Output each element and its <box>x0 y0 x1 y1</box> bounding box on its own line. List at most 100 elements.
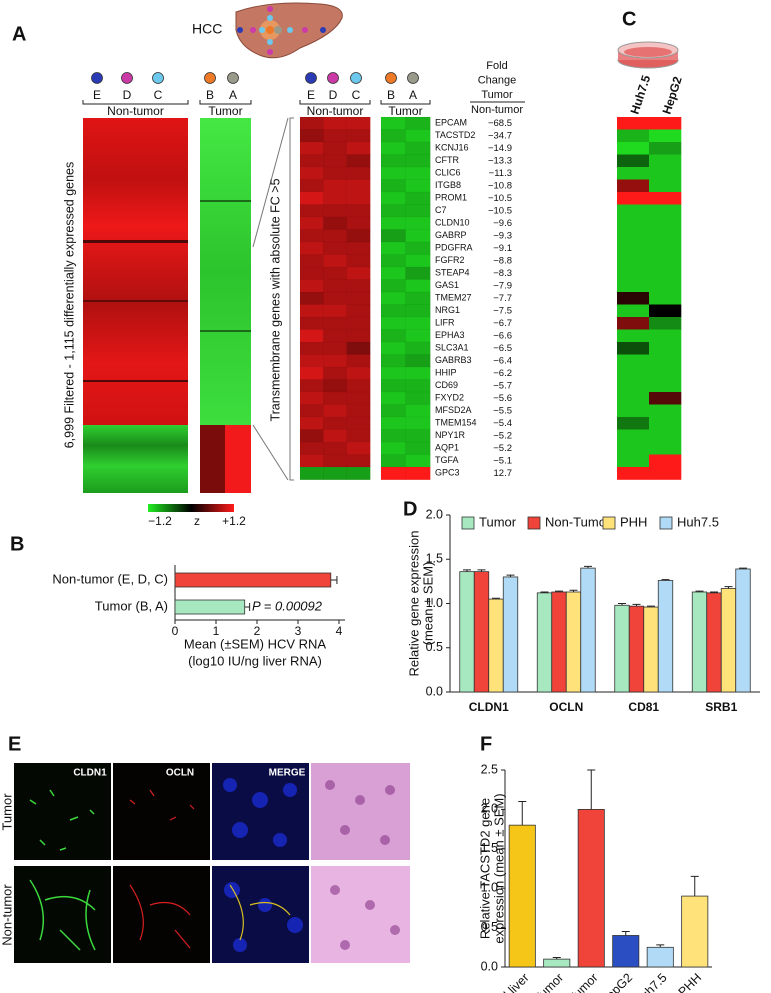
fold-change: −7.5 <box>493 305 512 316</box>
heatmap-cell <box>346 191 371 205</box>
heatmap-cell <box>380 329 406 343</box>
heatmap-cell <box>405 229 431 243</box>
heatmap-cell <box>346 291 371 305</box>
heatmap-cell <box>649 254 682 268</box>
x-tick-label: 3 <box>295 624 302 638</box>
x-tick-label: 4 <box>336 624 343 638</box>
error-bar <box>710 591 718 593</box>
heatmap-cell <box>323 216 348 230</box>
colorbar <box>148 504 234 512</box>
heatmap-cell <box>380 166 406 180</box>
heatmap-cell <box>323 391 348 405</box>
heatmap-cell <box>617 292 650 305</box>
heatmap-cell <box>346 241 371 255</box>
group-label: Tumor <box>208 104 242 118</box>
x-tick-label: 1 <box>213 624 220 638</box>
heatmap-cell <box>346 416 371 430</box>
fold-change: −7.9 <box>493 280 512 291</box>
heatmap-cell <box>323 304 348 318</box>
heatmap-cell <box>299 204 324 218</box>
heatmap-cell <box>299 266 324 280</box>
heatmap-cell <box>405 366 431 380</box>
x-tick-label: SRB1 <box>705 700 737 714</box>
x-axis-label: Mean (±SEM) HCV RNA <box>184 636 327 651</box>
heatmap-cell <box>346 229 371 243</box>
heatmap-cell <box>323 404 348 418</box>
heatmap-cell <box>617 279 650 293</box>
sample-label: C <box>352 88 361 102</box>
heatmap-cell <box>405 341 431 355</box>
heatmap-cell <box>649 179 682 193</box>
y-tick-label: 0.5 <box>426 640 443 654</box>
bar <box>565 591 582 693</box>
gene-label: PROM1 <box>435 193 467 203</box>
image-column-label: MERGE <box>269 768 306 779</box>
heatmap-cell <box>380 229 406 243</box>
fold-change: −9.3 <box>493 230 512 241</box>
heatmap-cell <box>346 116 371 130</box>
heatmap-cell <box>649 442 682 455</box>
panel-label: F <box>480 733 492 755</box>
heatmap-cell <box>346 429 371 443</box>
heatmap-cell <box>617 267 650 280</box>
heatmap-cell <box>346 316 371 330</box>
fold-change: −9.1 <box>493 243 512 254</box>
heatmap-cell <box>346 141 371 155</box>
heatmap-cell <box>617 192 650 205</box>
heatmap-cell <box>299 241 324 255</box>
heatmap-cell <box>380 279 406 293</box>
heatmap-cell <box>346 179 371 193</box>
y-tick-label: 2.0 <box>426 507 443 521</box>
group-bracket <box>380 100 431 105</box>
bar <box>577 809 605 968</box>
heatmap-cell <box>299 379 324 393</box>
gene-label: TMEM154 <box>435 418 477 428</box>
error-bar <box>555 590 563 592</box>
error-bar <box>584 565 592 569</box>
bar <box>174 599 246 615</box>
fold-change: −6.6 <box>493 330 512 341</box>
fold-change: −5.7 <box>493 380 512 391</box>
heatmap-cell <box>649 429 682 443</box>
heatmap-cell <box>346 341 371 355</box>
image-row-label: Tumor <box>0 793 14 831</box>
heatmap-cell <box>649 167 682 180</box>
y-tick-label: 1.0 <box>481 880 498 894</box>
heatmap-cell <box>380 441 406 455</box>
x-tick-label: 0 <box>172 624 179 638</box>
heatmap-cell <box>323 329 348 343</box>
error-bar <box>492 597 500 600</box>
heatmap-cell <box>323 116 348 130</box>
heatmap-cell <box>299 166 324 180</box>
heatmap-cell <box>649 204 682 218</box>
heatmap-cell <box>346 154 371 168</box>
gene-label: CLDN10 <box>435 218 470 228</box>
heatmap-cell <box>380 154 406 168</box>
heatmap-cell <box>649 404 682 418</box>
heatmap-cell <box>323 229 348 243</box>
x-tick-label: 2 <box>254 624 261 638</box>
heatmap-cell <box>380 204 406 218</box>
heatmap-cell <box>346 454 371 468</box>
bar <box>543 958 571 968</box>
heatmap-cell <box>380 354 406 368</box>
heatmap-cell <box>299 391 324 405</box>
sample-label: D <box>329 88 338 102</box>
heatmap-cell <box>299 129 324 143</box>
colorbar-title: z <box>194 514 200 528</box>
heatmap-cell <box>380 341 406 355</box>
heatmap-cell <box>299 441 324 455</box>
heatmap-cell <box>649 367 682 380</box>
heatmap-cell <box>346 366 371 380</box>
gene-label: LIFR <box>435 318 455 328</box>
heatmap-cell <box>405 266 431 280</box>
x-tick-label: Huh7.5 <box>631 971 669 993</box>
heatmap-cell <box>617 417 650 430</box>
legend-swatch <box>527 516 541 530</box>
heatmap-cell <box>323 354 348 368</box>
gene-label: C7 <box>435 205 447 215</box>
sample-label: E <box>93 88 101 102</box>
bar <box>488 598 504 693</box>
heatmap-cell <box>346 279 371 293</box>
